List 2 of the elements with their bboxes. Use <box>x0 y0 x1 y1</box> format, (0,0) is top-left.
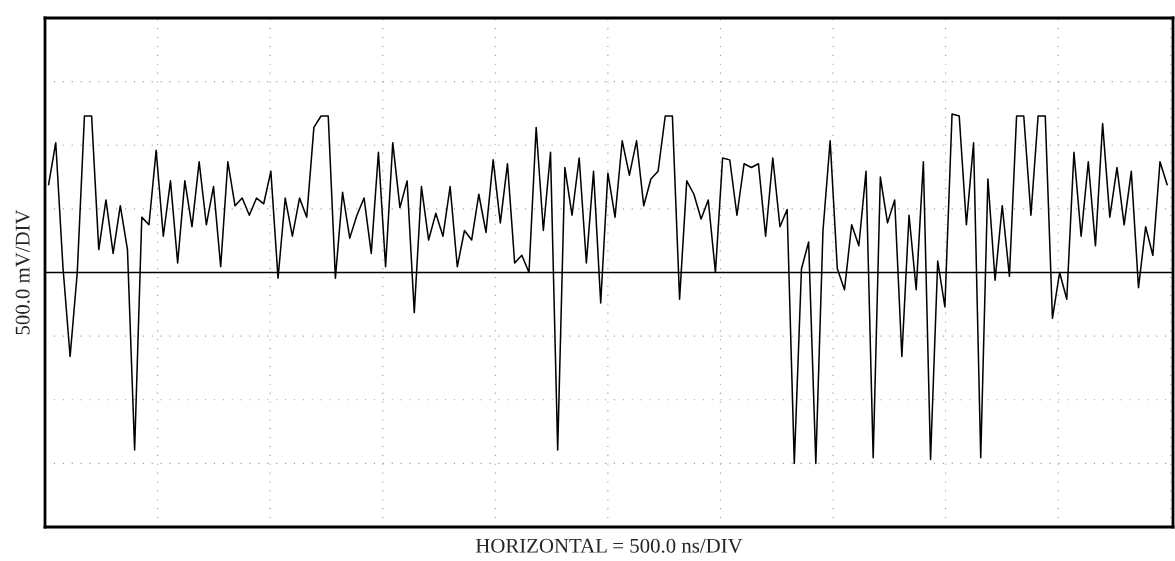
x-axis-title: HORIZONTAL = 500.0 ns/DIV <box>475 538 743 553</box>
y-axis-title: 500.0 mV/DIV <box>15 209 30 335</box>
